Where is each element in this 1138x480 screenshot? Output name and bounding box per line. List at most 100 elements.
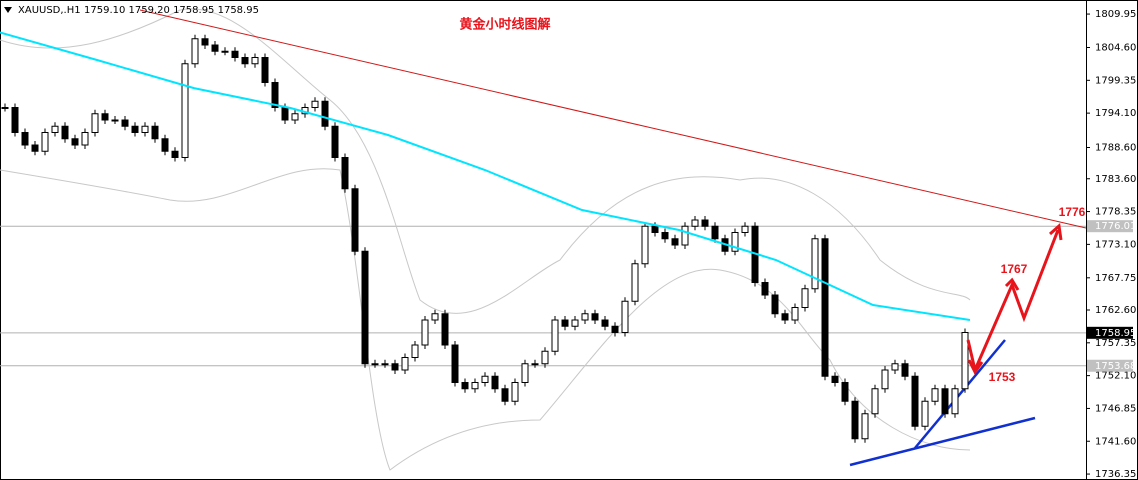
candle-body: [771, 294, 779, 315]
candle-body: [861, 413, 869, 440]
candle-body: [561, 319, 569, 327]
candle-body: [61, 125, 69, 140]
candle-body: [91, 113, 99, 133]
candle-body: [911, 375, 919, 427]
candle-body: [421, 319, 429, 346]
candle-body: [901, 363, 909, 377]
candle-body: [681, 225, 689, 246]
forecast-arrows: [966, 223, 1063, 375]
candle-body: [601, 319, 609, 327]
y-tick-label: 1788.60: [1095, 143, 1136, 154]
candle-body: [541, 350, 549, 365]
price-label-box: [1087, 220, 1133, 233]
candle-body: [761, 282, 769, 296]
arrowhead: [1049, 223, 1063, 241]
candle-body: [411, 344, 419, 358]
candle-body: [691, 219, 699, 227]
candle-body: [891, 363, 899, 371]
candle-body: [451, 344, 459, 383]
candle-body: [621, 300, 629, 333]
candle-body: [261, 57, 269, 83]
arrowhead: [1004, 277, 1020, 291]
candle-body: [801, 288, 809, 308]
y-tick-label: 1762.60: [1095, 305, 1136, 316]
candle-body: [391, 363, 399, 371]
price-label: 1753.68: [1095, 361, 1136, 372]
candle-body: [511, 382, 519, 402]
bollinger-bands: [0, 8, 971, 471]
y-tick-label: 1773.10: [1095, 239, 1136, 250]
menu-icon[interactable]: [4, 7, 12, 13]
candle-body: [1, 107, 9, 109]
candle-body: [521, 363, 529, 383]
candle-body: [671, 238, 679, 246]
annotation: 1767: [1001, 262, 1028, 276]
y-tick-label: 1809.95: [1095, 9, 1136, 20]
candle-body: [371, 363, 379, 366]
price-label: 1758.95: [1095, 328, 1136, 339]
candle-body: [161, 138, 169, 152]
candle-body: [941, 388, 949, 415]
candle-body: [151, 125, 159, 140]
candle-body: [921, 400, 929, 427]
candle-body: [591, 313, 599, 321]
candle-body: [41, 132, 49, 152]
trend-line-blue: [849, 416, 1036, 467]
candle-body: [741, 225, 749, 233]
y-tick-label: 1746.85: [1095, 403, 1136, 414]
candle-body: [481, 375, 489, 383]
candle-body: [251, 57, 259, 65]
candle-body: [341, 157, 349, 190]
candle-body: [361, 250, 369, 365]
candle-body: [11, 107, 19, 133]
candle-body: [281, 107, 289, 121]
band-lower: [0, 168, 971, 471]
candle-body: [501, 388, 509, 402]
candle-body: [491, 375, 499, 390]
y-tick-label: 1799.35: [1095, 75, 1136, 86]
candle-body: [311, 100, 319, 108]
candle-body: [581, 313, 589, 321]
y-tick-label: 1804.60: [1095, 43, 1136, 54]
candle-body: [241, 57, 249, 65]
candle-body: [871, 388, 879, 415]
candle-body: [431, 313, 439, 321]
candle-body: [131, 125, 139, 133]
trend-line-red: [139, 9, 1087, 229]
candle-body: [821, 238, 829, 377]
y-tick-label: 1736.35: [1095, 469, 1136, 480]
annotation: 1753: [989, 370, 1016, 384]
annotation: 1776: [1059, 205, 1086, 219]
price-label-box: [1087, 359, 1133, 372]
candle-body: [881, 369, 889, 390]
candle-body: [221, 50, 229, 53]
candle-body: [141, 125, 149, 133]
candle-body: [121, 119, 129, 127]
candle-body: [551, 319, 559, 352]
candle-body: [401, 357, 409, 371]
band-upper: [0, 8, 971, 314]
y-tick-label: 1741.60: [1095, 436, 1136, 447]
candle-body: [231, 50, 239, 58]
candle-body: [441, 313, 449, 346]
y-tick-label: 1778.35: [1095, 207, 1136, 218]
candle-body: [791, 307, 799, 321]
y-axis: 1809.95 1804.60 1799.35 1794.10 1788.60 1783.…: [1086, 9, 1136, 480]
candle-body: [611, 325, 619, 333]
candle-body: [781, 313, 789, 321]
candle-body: [71, 138, 79, 146]
candle-body: [571, 319, 579, 327]
candle-body: [351, 188, 359, 252]
candle-body: [841, 382, 849, 402]
y-tick-label: 1752.10: [1095, 371, 1136, 382]
quote: 1759.10 1759.20 1758.95 1758.95: [84, 5, 259, 16]
candle-body: [931, 388, 939, 402]
candle-body: [291, 113, 299, 121]
candle-body: [701, 219, 709, 227]
candle-body: [111, 119, 119, 122]
moving-average: [0, 31, 971, 321]
candle-body: [651, 225, 659, 233]
